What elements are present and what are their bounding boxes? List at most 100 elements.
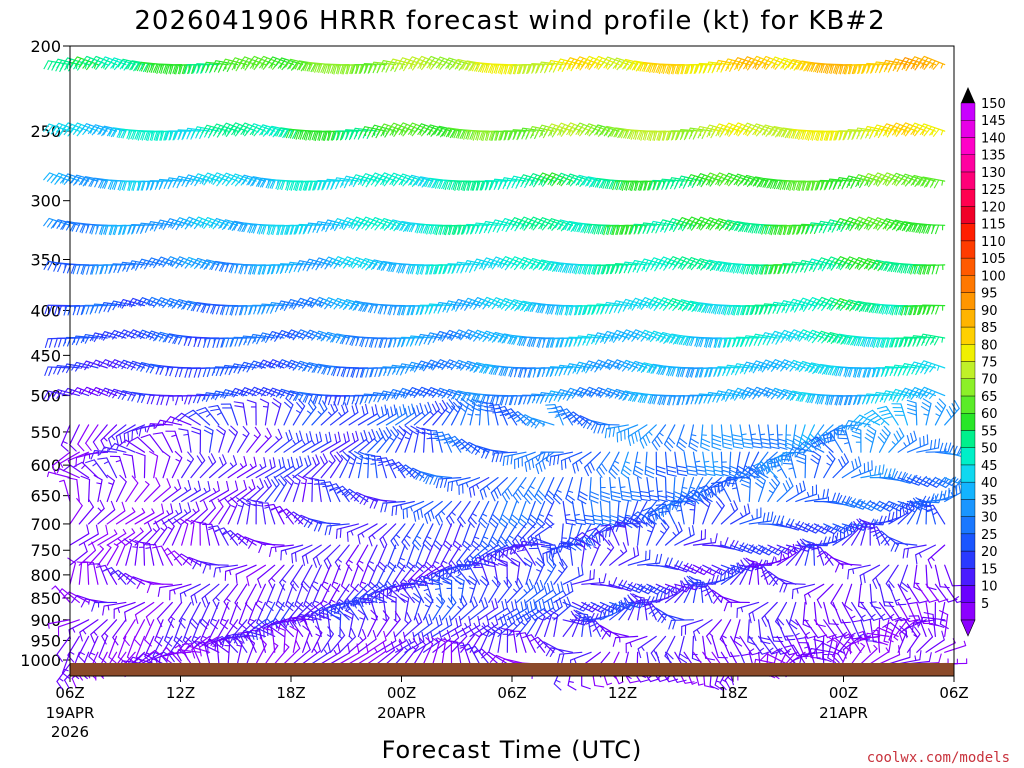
colorbar-label: 20 <box>981 545 998 560</box>
wind-barb <box>899 564 910 593</box>
wind-barb <box>522 557 533 585</box>
wind-barb <box>891 403 909 426</box>
wind-barb <box>739 507 762 525</box>
wind-barb <box>93 474 103 503</box>
colorbar-label: 95 <box>981 287 998 302</box>
colorbar-swatch <box>960 309 976 328</box>
wind-barb <box>714 304 741 315</box>
wind-barb <box>675 299 704 313</box>
colorbar-label: 15 <box>981 562 998 577</box>
wind-barb <box>422 523 434 551</box>
wind-barb <box>523 477 536 505</box>
colorbar-label: 60 <box>981 407 998 422</box>
wind-barb <box>571 569 595 585</box>
wind-barb <box>361 367 387 378</box>
wind-barb <box>906 626 921 653</box>
wind-barb <box>785 480 806 503</box>
wind-barb <box>694 173 722 187</box>
wind-barb <box>286 224 313 235</box>
wind-barb <box>199 481 220 503</box>
colorbar-swatch <box>960 550 976 569</box>
wind-barb <box>456 500 471 528</box>
y-tick-label: 650 <box>30 487 61 506</box>
colorbar-swatch <box>960 499 976 517</box>
wind-barb <box>944 564 962 587</box>
colorbar-label: 30 <box>981 511 998 526</box>
wind-barb <box>526 257 555 272</box>
wind-barb <box>458 477 481 495</box>
wind-barb <box>694 258 722 272</box>
wind-barb <box>71 335 99 346</box>
colorbar-swatch <box>960 430 976 448</box>
wind-barb <box>740 475 752 503</box>
wind-barb <box>378 390 406 402</box>
x-tick-label: 12Z <box>608 684 637 702</box>
wind-barb <box>289 625 299 653</box>
wind-barb <box>683 529 706 546</box>
wind-barb <box>255 457 276 479</box>
wind-barb <box>292 398 306 426</box>
wind-barb <box>760 570 788 585</box>
wind-barb <box>618 477 632 502</box>
wind-barb <box>664 635 676 664</box>
colorbar-label: 25 <box>981 528 998 543</box>
x-tick-label: 06Z <box>939 684 968 702</box>
wind-barb <box>488 576 501 604</box>
wind-barb <box>486 625 496 653</box>
wind-barb <box>599 539 615 566</box>
colorbar-label: 105 <box>981 252 1006 267</box>
wind-barb <box>872 303 899 315</box>
wind-barb <box>264 642 279 665</box>
wind-barb <box>740 56 769 71</box>
colorbar-swatch <box>960 344 976 362</box>
wind-barb <box>100 424 118 450</box>
wind-barb <box>725 478 741 503</box>
colorbar-label: 130 <box>981 166 1006 181</box>
wind-barb <box>917 176 946 189</box>
wind-barb <box>881 304 909 315</box>
wind-barb <box>348 429 368 453</box>
wind-barb <box>676 424 688 452</box>
wind-barb <box>844 583 853 612</box>
wind-barb <box>553 558 568 585</box>
wind-barb <box>700 424 711 452</box>
wind-barb <box>98 125 127 138</box>
wind-barb <box>910 305 936 316</box>
colorbar-label: 145 <box>981 114 1006 129</box>
y-tick-label: 850 <box>30 589 61 608</box>
wind-barb <box>190 480 211 503</box>
wind-barb <box>109 455 127 479</box>
wind-barb <box>452 523 463 551</box>
wind-barb <box>906 583 929 604</box>
wind-barb <box>651 424 667 451</box>
colorbar-swatch <box>960 120 976 138</box>
colorbar-swatch <box>960 275 976 293</box>
colorbar-swatch <box>960 516 976 535</box>
y-tick-label: 1000 <box>20 651 61 670</box>
colorbar-label: 125 <box>981 183 1006 198</box>
wind-barb <box>731 221 760 233</box>
wind-barb <box>560 451 583 471</box>
wind-barb <box>609 597 628 621</box>
wind-barb <box>350 564 360 593</box>
wind-barb <box>80 333 108 344</box>
wind-barb <box>830 583 843 611</box>
wind-barb <box>861 258 890 272</box>
wind-barb <box>432 593 446 621</box>
wind-barb <box>340 564 350 593</box>
wind-barb <box>331 564 341 593</box>
y-tick-label: 350 <box>30 250 61 269</box>
x-tick-date: 21APR <box>819 704 868 722</box>
wind-barb <box>365 453 378 479</box>
y-tick-label: 300 <box>30 192 61 211</box>
wind-barb <box>106 543 119 566</box>
wind-barb <box>154 619 164 647</box>
x-tick-date: 2026 <box>51 723 89 741</box>
wind-barb <box>813 532 839 546</box>
wind-barb <box>283 456 303 479</box>
wind-barb <box>52 364 80 375</box>
wind-barb <box>271 397 282 426</box>
wind-barb <box>259 398 270 426</box>
wind-barb <box>832 453 850 479</box>
wind-barb <box>869 619 883 644</box>
